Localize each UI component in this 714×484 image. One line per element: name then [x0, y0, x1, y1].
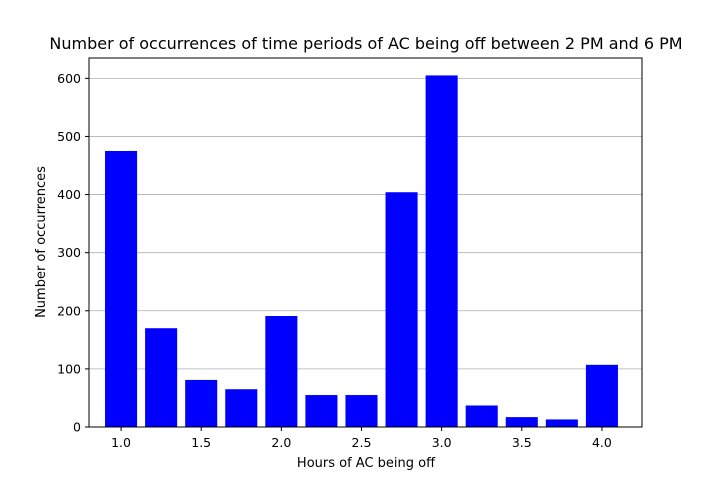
y-tick-label: 200: [57, 303, 81, 318]
grid-lines: [89, 77, 642, 370]
bar: [225, 389, 258, 427]
x-tick-label: 2.0: [271, 435, 291, 450]
y-tick-label: 300: [57, 245, 81, 260]
x-tick-label: 1.0: [111, 435, 131, 450]
bar: [585, 364, 618, 427]
bar: [265, 316, 298, 427]
x-axis-label: Hours of AC being off: [297, 456, 436, 471]
y-tick-label: 0: [73, 420, 81, 435]
bar: [385, 192, 418, 427]
bar: [105, 150, 138, 427]
x-tick-label: 1.5: [191, 435, 211, 450]
y-tick-label: 600: [57, 71, 81, 86]
bars: [105, 75, 618, 427]
bar: [425, 75, 458, 427]
bar: [345, 395, 378, 427]
bar: [305, 395, 338, 427]
axes: [88, 57, 643, 428]
y-tick-label: 400: [57, 187, 81, 202]
x-tick-label: 4.0: [592, 435, 612, 450]
bar: [145, 328, 178, 427]
chart-title: Number of occurrences of time periods of…: [49, 34, 682, 53]
bar: [545, 419, 578, 427]
bar: [465, 405, 498, 427]
y-tick-label: 500: [57, 129, 81, 144]
x-tick-label: 3.0: [432, 435, 452, 450]
plot-frame: [88, 57, 643, 428]
y-tick-label: 100: [57, 361, 81, 376]
y-axis-label: Number of occurrences: [34, 166, 49, 318]
x-tick-label: 2.5: [352, 435, 372, 450]
bar: [505, 417, 538, 427]
x-tick-label: 3.5: [512, 435, 532, 450]
bar: [185, 379, 218, 427]
ticks: 1.0 1.5 2.0 2.5 3.0 3.5 4.0 0 100 200 300 400 500 600: [57, 71, 612, 450]
